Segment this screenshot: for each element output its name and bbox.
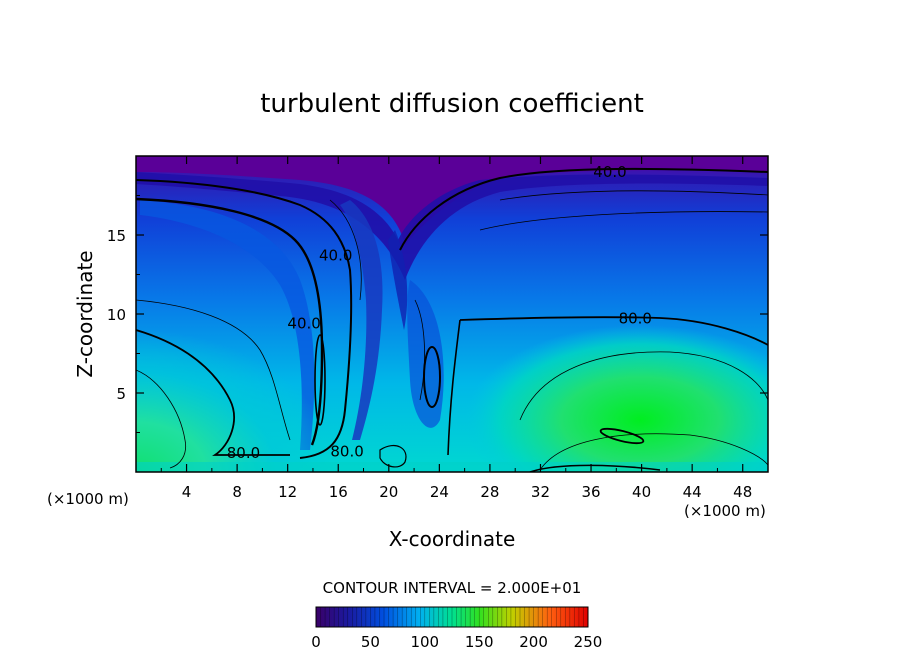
x-axis-label: X-coordinate [389,527,516,551]
y-tick-label: 10 [107,306,126,324]
x-tick-label: 44 [683,483,702,501]
x-tick-label: 20 [379,483,398,501]
x-axis-ticks: 4 8 12 16 20 24 28 32 36 40 44 48 [160,156,752,501]
x-tick-label: 16 [329,483,348,501]
x-unit-right: (×1000 m) [684,502,766,520]
colorbar-tick-label: 0 [311,633,321,651]
y-tick-label: 5 [116,385,126,403]
x-tick-label: 8 [232,483,242,501]
y-tick-label: 15 [107,227,126,245]
x-tick-label: 32 [531,483,550,501]
contour-label: 80.0 [227,444,260,462]
contour-interval: CONTOUR INTERVAL = 2.000E+01 [323,579,582,597]
contour-lines [136,167,768,472]
x-tick-label: 4 [182,483,192,501]
contour-label: 40.0 [319,247,352,265]
contour-label: 80.0 [330,442,363,460]
x-tick-label: 28 [480,483,499,501]
x-tick-label: 40 [632,483,651,501]
contour-label: 80.0 [619,310,652,328]
colorbar-stripes [320,607,584,627]
colorbar-ticks: 0 50 100 150 200 250 [311,633,602,651]
contour-label: 40.0 [287,314,320,332]
x-tick-label: 48 [733,483,752,501]
colorbar-tick-label: 200 [519,633,548,651]
contour-label: 40.0 [593,163,626,181]
colorbar-tick-label: 100 [410,633,439,651]
x-tick-label: 12 [278,483,297,501]
x-tick-label: 24 [430,483,449,501]
colorbar-tick-label: 150 [465,633,494,651]
x-tick-label: 36 [581,483,600,501]
heatmap-field [136,156,768,472]
colorbar-tick-label: 50 [361,633,380,651]
y-axis-label: Z-coordinate [73,250,97,377]
contour-labels: 40.0 40.0 40.0 80.0 80.0 80.0 [227,163,652,462]
chart-title: turbulent diffusion coefficient [260,89,644,119]
y-axis-ticks: 5 10 15 [107,195,768,433]
colorbar-tick-label: 250 [574,633,603,651]
colorbar: 0 50 100 150 200 250 [311,606,602,651]
x-unit-left: (×1000 m) [47,490,129,508]
